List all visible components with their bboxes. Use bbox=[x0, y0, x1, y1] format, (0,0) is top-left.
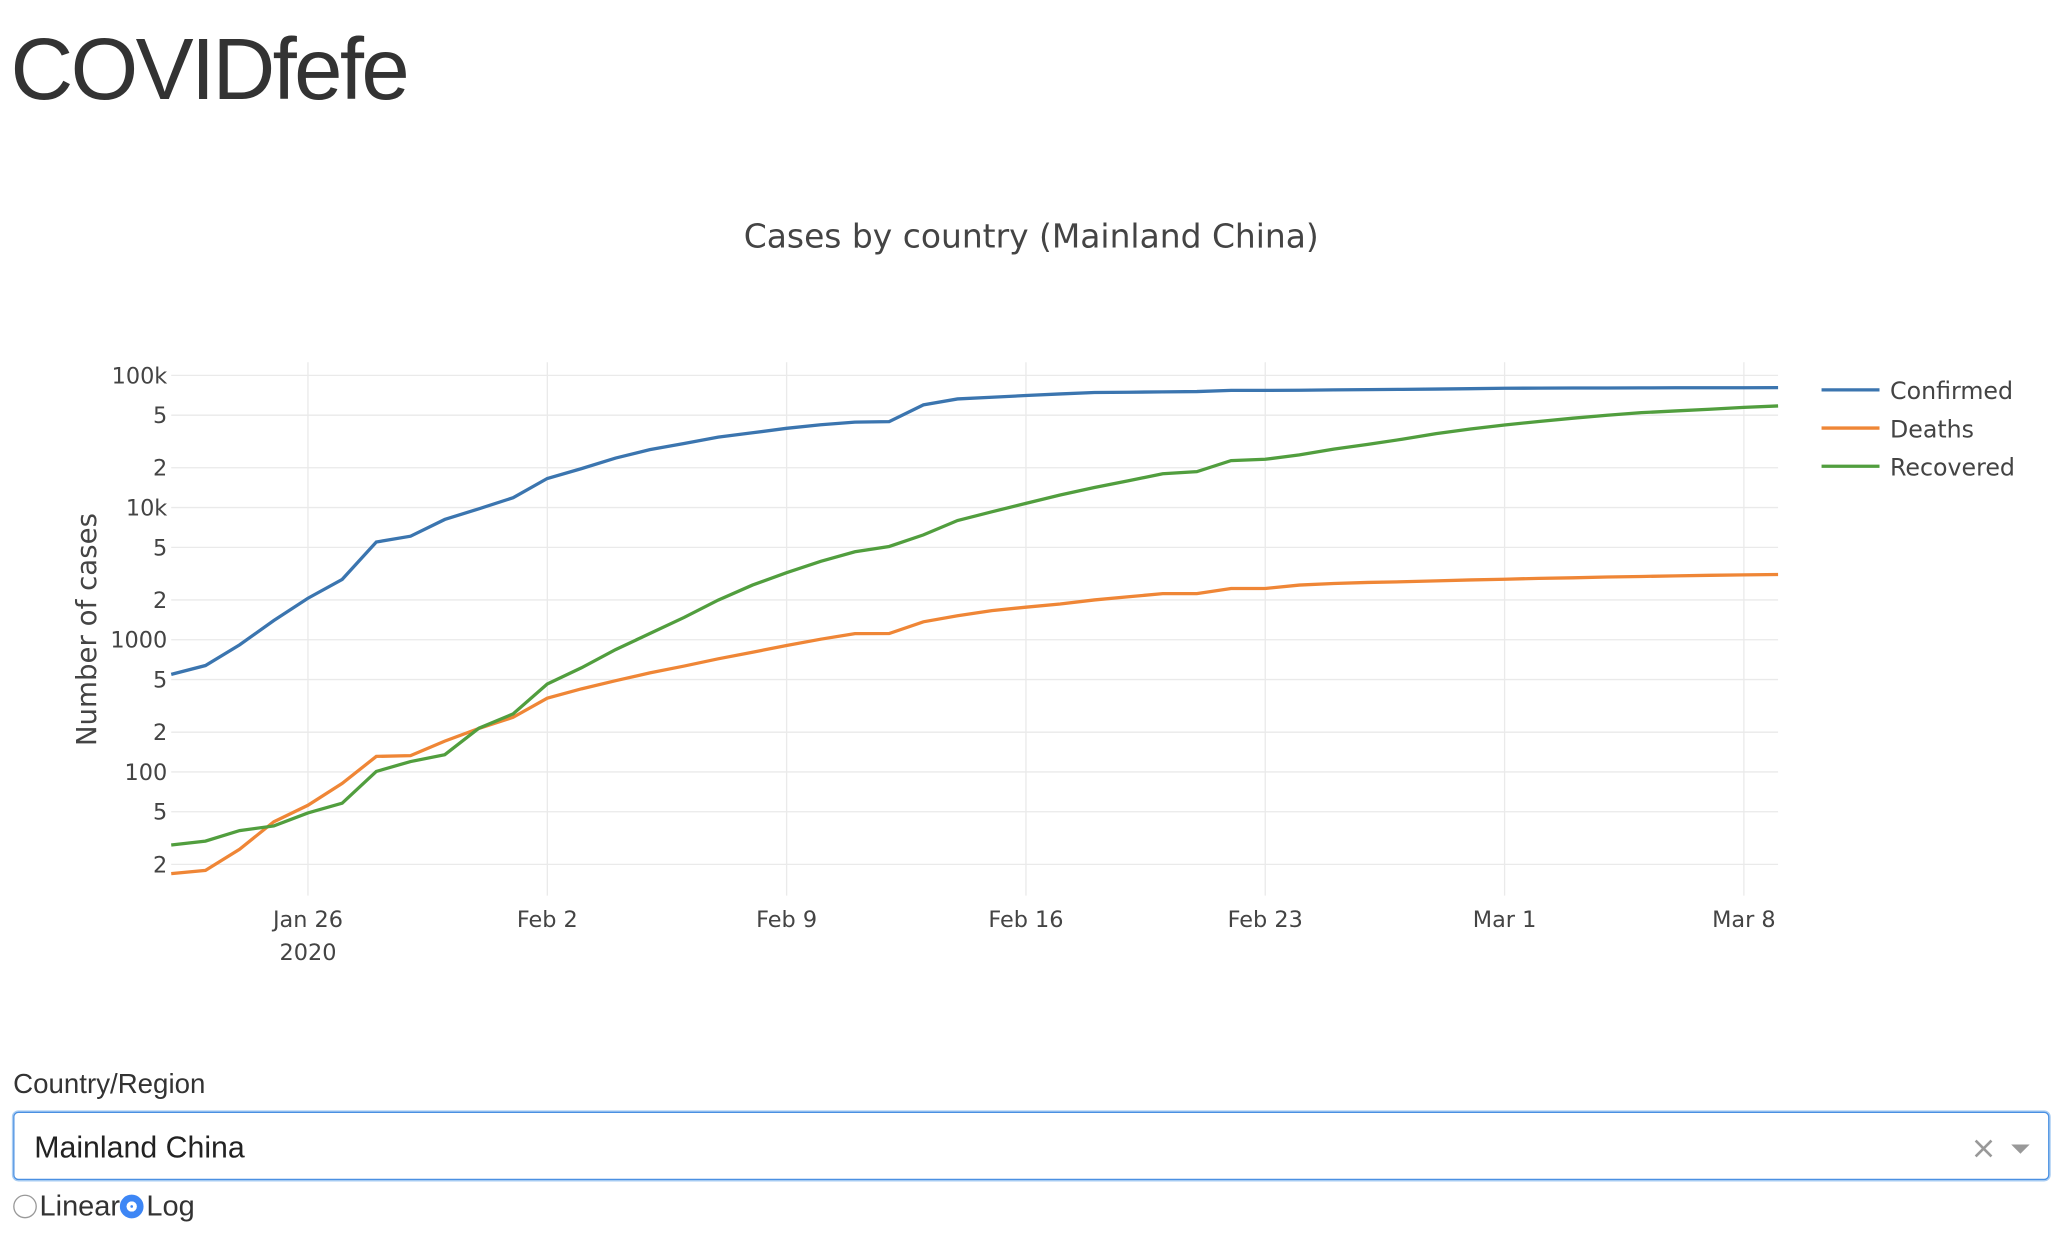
dropdown-value: Mainland China bbox=[34, 1130, 245, 1165]
chart-title: Cases by country (Mainland China) bbox=[744, 217, 1319, 256]
x-tick-label: Feb 23 bbox=[1228, 907, 1303, 933]
radio-option[interactable]: Log bbox=[120, 1189, 195, 1223]
y-tick-label: 2 bbox=[153, 456, 167, 482]
radio-label: Linear bbox=[39, 1189, 121, 1223]
y-tick-label: 2 bbox=[153, 720, 167, 746]
chart: Cases by country (Mainland China) Number… bbox=[70, 217, 2015, 967]
y-tick-label: 10k bbox=[126, 495, 167, 521]
radio-button[interactable] bbox=[13, 1194, 37, 1219]
y-tick-label: 100k bbox=[112, 363, 168, 389]
radio-option[interactable]: Linear bbox=[13, 1189, 120, 1223]
radio-button[interactable] bbox=[120, 1194, 144, 1219]
line-series bbox=[170, 385, 1779, 676]
x-tick-label: Mar 1 bbox=[1473, 907, 1537, 933]
y-tick-label: 5 bbox=[153, 403, 167, 429]
y-tick-label: 2 bbox=[153, 588, 167, 614]
y-tick-label: 100 bbox=[125, 760, 168, 786]
y-axis-title: Number of cases bbox=[70, 513, 103, 746]
legend-label: Deaths bbox=[1890, 415, 1974, 443]
y-tick-label: 5 bbox=[153, 800, 167, 826]
x-tick-label: Feb 9 bbox=[756, 907, 817, 933]
x-tick-label: Jan 26 bbox=[271, 907, 343, 933]
legend-label: Recovered bbox=[1890, 453, 2015, 481]
line-series bbox=[171, 404, 1779, 847]
legend-label: Confirmed bbox=[1890, 377, 2013, 405]
x-tick-label: Mar 8 bbox=[1712, 907, 1776, 933]
radio-label: Log bbox=[146, 1189, 195, 1223]
x-tick-label: Feb 2 bbox=[517, 907, 578, 933]
scale-radios: Linear Log bbox=[13, 1189, 195, 1223]
dropdown-label: Country/Region bbox=[13, 1069, 206, 1100]
dropdown-icons[interactable] bbox=[1964, 1129, 2043, 1169]
line-series bbox=[171, 572, 1779, 876]
x-tick-year: 2020 bbox=[280, 940, 337, 966]
app-title: COVIDfefe bbox=[10, 19, 410, 118]
x-tick-label: Feb 16 bbox=[988, 907, 1063, 933]
y-tick-label: 5 bbox=[153, 667, 167, 693]
y-tick-label: 5 bbox=[153, 535, 167, 561]
y-tick-label: 1000 bbox=[110, 628, 167, 654]
y-tick-label: 2 bbox=[153, 852, 167, 878]
dropdown[interactable]: Mainland China bbox=[13, 1111, 2050, 1181]
